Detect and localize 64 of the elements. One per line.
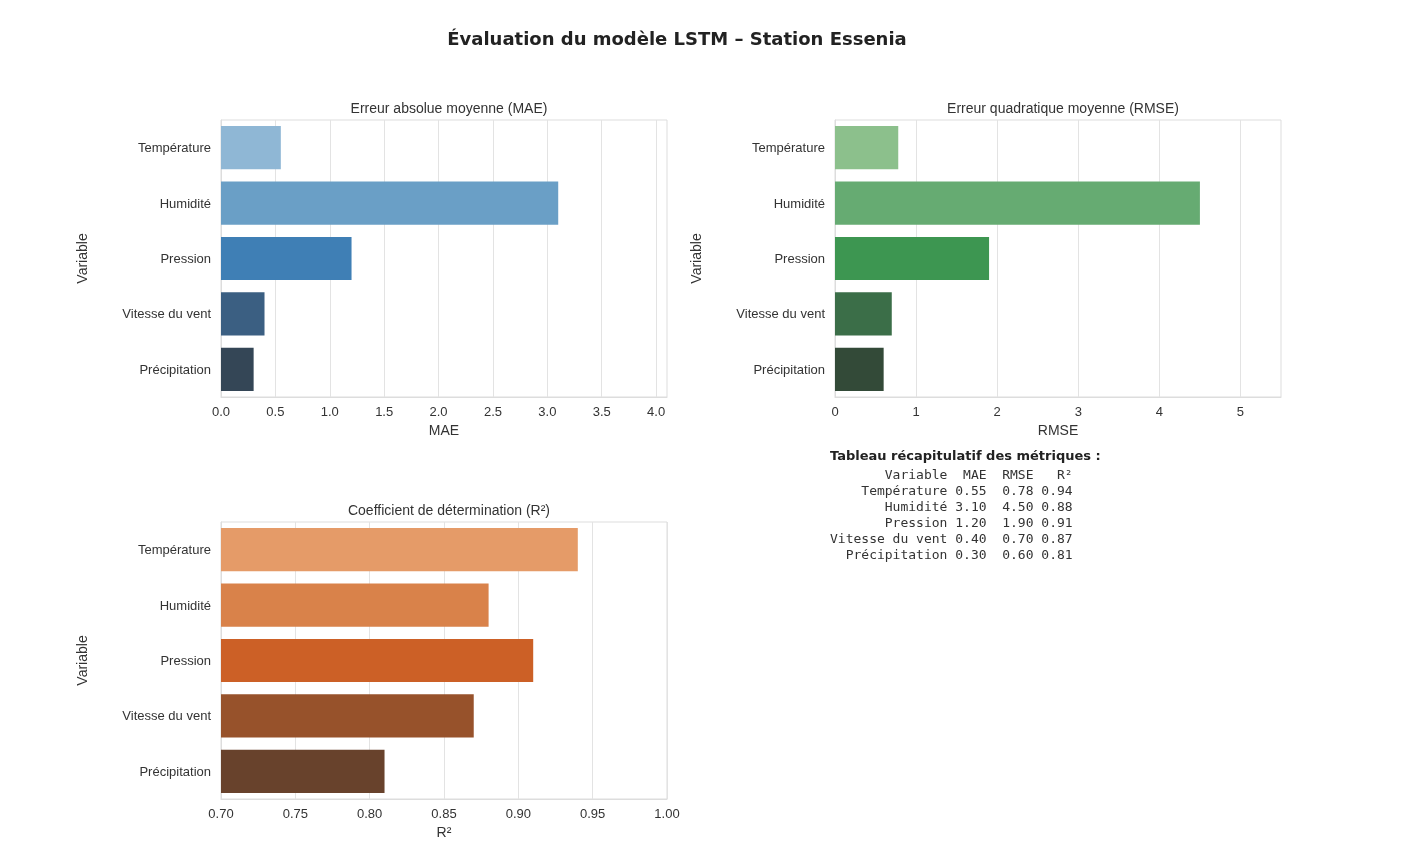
x-tick-label: 2.0 xyxy=(429,404,448,419)
bar xyxy=(221,126,281,170)
x-tick-label: 0.75 xyxy=(282,806,308,821)
chart-title: Erreur quadratique moyenne (RMSE) xyxy=(947,100,1179,116)
y-tick-label: Vitesse du vent xyxy=(122,306,212,322)
x-tick-label: 2 xyxy=(993,404,1001,419)
bar xyxy=(835,181,1200,225)
y-tick-label: Vitesse du vent xyxy=(736,306,826,322)
x-tick-label: 0.0 xyxy=(211,404,231,419)
text: Variable MAE RMSE R² xyxy=(884,467,1073,482)
bar xyxy=(221,292,265,336)
x-tick-label: 0 xyxy=(831,404,839,419)
bar xyxy=(835,236,990,281)
x-tick-label: 0.95 xyxy=(580,806,606,821)
x-axis-title: R² xyxy=(436,823,452,840)
bar xyxy=(835,292,892,336)
y-tick-label: Température xyxy=(138,542,211,558)
text: Tableau récapitulatif des métriques : xyxy=(830,448,1102,463)
y-tick-label: Précipitation xyxy=(139,361,211,377)
y-tick-label: Température xyxy=(752,140,825,156)
y-axis-title: Variable xyxy=(74,635,90,686)
x-tick-label: 0.90 xyxy=(505,806,531,821)
x-tick-label: 1.5 xyxy=(375,404,394,419)
x-tick-label: 2.5 xyxy=(483,404,502,419)
y-tick-label: Précipitation xyxy=(139,763,211,779)
y-tick-label: Pression xyxy=(160,251,211,266)
chart-subtitle: Erreur absolue moyenne (MAE) xyxy=(350,100,548,116)
x-tick-label: 0.5 xyxy=(266,404,285,419)
y-tick-label: Pression xyxy=(774,251,825,266)
x-tick-label: 1.0 xyxy=(320,404,339,419)
x-tick-label: 5 xyxy=(1236,404,1245,419)
bar xyxy=(221,181,559,225)
x-tick-label: 0.80 xyxy=(357,806,383,821)
x-axis-title: MAE xyxy=(428,421,460,438)
text: Humidité 3.10 4.50 0.88 xyxy=(884,499,1073,514)
chart-title: Évaluation du modèle LSTM – Station Essenia xyxy=(446,28,908,49)
x-tick-label: 0.85 xyxy=(431,806,457,821)
bar xyxy=(221,236,352,281)
x-tick-label: 3.5 xyxy=(592,404,611,419)
bar xyxy=(835,126,899,170)
x-axis-title: RMSE xyxy=(1037,421,1079,438)
text: Vitesse du vent 0.40 0.70 0.87 xyxy=(830,531,1073,546)
x-tick-label: 3 xyxy=(1074,404,1082,419)
x-tick-label: 4 xyxy=(1155,404,1163,419)
bar xyxy=(835,347,884,391)
y-tick-label: Humidité xyxy=(773,195,825,211)
text: Précipitation 0.30 0.60 0.81 xyxy=(845,547,1073,562)
y-tick-label: Température xyxy=(138,140,211,156)
x-tick-label: 1 xyxy=(912,404,920,419)
x-tick-label: 1.00 xyxy=(654,806,680,821)
text: Pression 1.20 1.90 0.91 xyxy=(884,515,1073,530)
y-tick-label: Humidité xyxy=(159,597,211,613)
chart-title: Coefficient de détermination (R²) xyxy=(347,502,551,518)
y-axis-title: Variable xyxy=(74,233,90,284)
y-tick-label: Humidité xyxy=(159,195,211,211)
x-tick-label: 0.70 xyxy=(208,806,234,821)
x-tick-label: 4.0 xyxy=(647,404,666,419)
y-tick-label: Précipitation xyxy=(753,361,825,377)
y-tick-label: Pression xyxy=(160,653,211,668)
y-axis-title: Variable xyxy=(688,233,704,284)
x-tick-label: 3.0 xyxy=(538,404,557,419)
bar xyxy=(221,347,254,391)
text: Température 0.55 0.78 0.94 xyxy=(861,483,1073,498)
y-tick-label: Vitesse du vent xyxy=(122,708,212,724)
